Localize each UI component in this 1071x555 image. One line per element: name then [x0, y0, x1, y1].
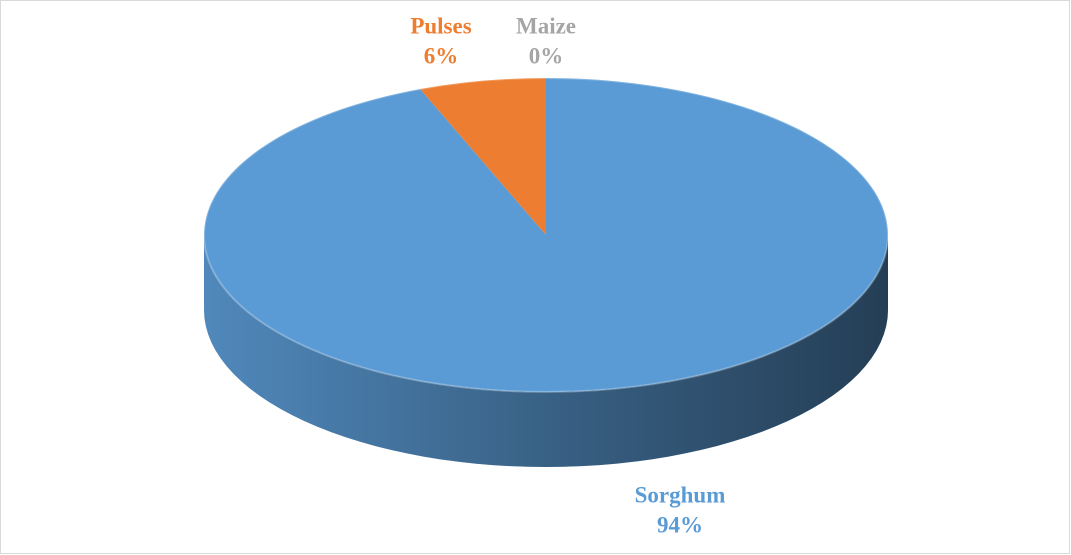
slice-value-label: 6%: [424, 43, 459, 68]
slice: [204, 78, 889, 392]
slice-value-label: 0%: [529, 43, 564, 68]
slice-side-shade: [204, 235, 888, 467]
rim-highlight: [203, 77, 889, 393]
slice: [420, 78, 546, 235]
slice-label: Sorghum: [635, 482, 726, 507]
slice-label: Maize: [516, 13, 576, 38]
slice-value-label: 94%: [657, 512, 703, 537]
slice-label: Pulses: [410, 13, 471, 38]
